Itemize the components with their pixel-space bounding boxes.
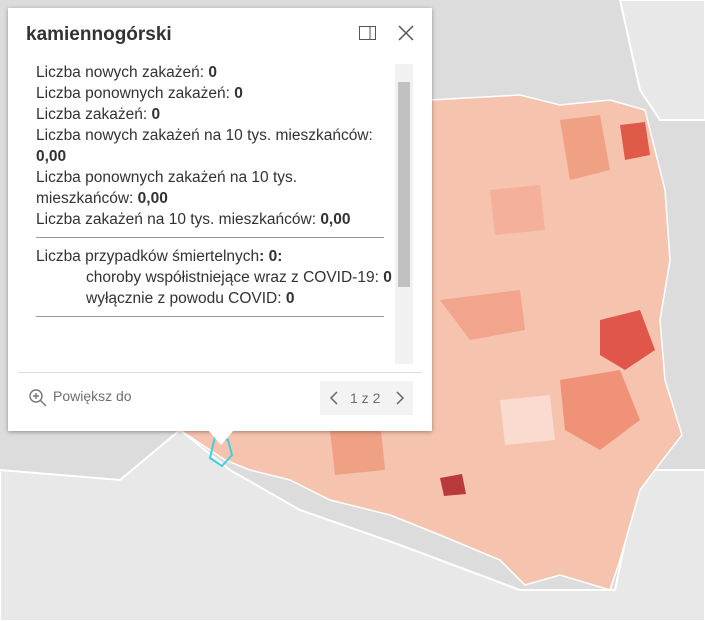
stat-value: 0: [151, 106, 161, 123]
deaths-value: : 0:: [259, 248, 283, 265]
stat-row: Liczba zakażeń: 0: [36, 104, 396, 125]
scrollbar[interactable]: [395, 64, 413, 364]
stat-row: Liczba nowych zakażeń na 10 tys. mieszka…: [36, 125, 396, 167]
stat-label: Liczba ponownych zakażeń na 10 tys. mies…: [36, 169, 298, 207]
deaths-item: wyłącznie z powodu COVID: 0: [36, 288, 396, 309]
popup-pointer: [208, 430, 234, 445]
deaths-item-label: choroby współistniejące wraz z COVID-19:: [86, 269, 379, 286]
scroll-thumb[interactable]: [398, 82, 410, 287]
deaths-item-label: wyłącznie z powodu COVID:: [86, 290, 282, 307]
separator: [36, 237, 384, 238]
pager-text: 1 z 2: [350, 390, 381, 406]
stat-row: Liczba ponownych zakażeń: 0: [36, 83, 396, 104]
stat-value: 0: [234, 85, 243, 102]
prev-button[interactable]: [328, 390, 340, 406]
region: [500, 395, 555, 445]
stat-value: 0: [208, 64, 217, 81]
neighbor: [618, 0, 705, 121]
pager: 1 z 2: [320, 381, 413, 415]
selected-region[interactable]: [208, 435, 234, 468]
deaths-label: Liczba przypadków śmiertelnych: [36, 248, 260, 265]
zoom-icon[interactable]: [28, 388, 48, 408]
close-button[interactable]: [396, 23, 416, 43]
stat-label: Liczba nowych zakażeń na 10 tys. mieszka…: [36, 127, 373, 144]
region: [600, 310, 655, 370]
stat-value: 0,00: [36, 148, 67, 165]
deaths-item-value: 0: [285, 290, 295, 307]
region: [440, 290, 525, 340]
stat-row: Liczba nowych zakażeń: 0: [36, 62, 396, 83]
stat-value: 0,00: [320, 211, 351, 228]
popup-title: kamiennogórski: [26, 24, 172, 45]
dock-button[interactable]: [358, 24, 378, 42]
stat-value: 0,00: [137, 190, 168, 207]
region: [560, 370, 640, 450]
region: [330, 420, 385, 475]
deaths-item: choroby współistniejące wraz z COVID-19:…: [36, 267, 396, 288]
separator: [36, 316, 384, 317]
stat-label: Liczba zakażeń na 10 tys. mieszkańców:: [36, 211, 316, 228]
deaths-item-value: 0: [383, 269, 392, 286]
region: [440, 474, 466, 496]
stat-label: Liczba nowych zakażeń:: [36, 64, 205, 81]
next-button[interactable]: [394, 390, 406, 406]
stat-row: Liczba ponownych zakażeń na 10 tys. mies…: [36, 167, 396, 209]
deaths-row: Liczba przypadków śmiertelnych: 0:: [36, 246, 396, 267]
region: [620, 122, 650, 160]
divider: [18, 372, 422, 373]
stat-label: Liczba ponownych zakażeń:: [36, 85, 230, 102]
stat-label: Liczba zakażeń:: [36, 106, 148, 123]
region: [490, 185, 545, 235]
zoom-link[interactable]: Powiększ do: [53, 388, 132, 404]
stat-row: Liczba zakażeń na 10 tys. mieszkańców: 0…: [36, 209, 396, 230]
popup-content: Liczba nowych zakażeń: 0 Liczba ponownych…: [36, 62, 396, 325]
region: [560, 115, 610, 180]
